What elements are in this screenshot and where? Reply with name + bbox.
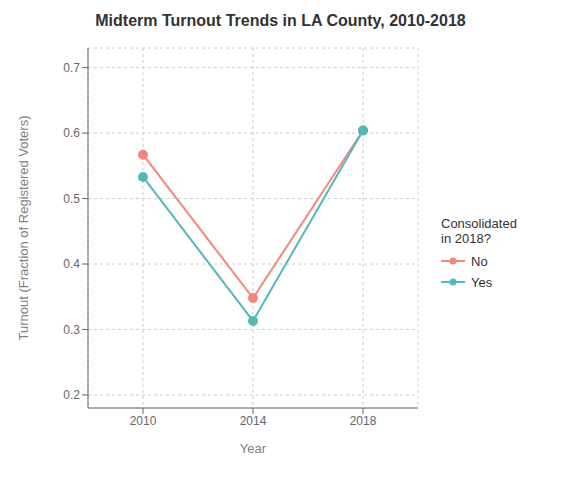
svg-text:Year: Year [240, 441, 267, 456]
html-text:Consolidated in 2018?: Consolidated in 2018? [441, 215, 517, 246]
svg-text:Turnout (Fraction of Registere: Turnout (Fraction of Registered Voters) [16, 116, 31, 341]
svg-text:0.7: 0.7 [63, 61, 80, 75]
html-text:Midterm Turnout Trends in LA C: Midterm Turnout Trends in LA County, 201… [95, 12, 466, 29]
svg-text:2014: 2014 [240, 414, 267, 428]
svg-text:0.3: 0.3 [63, 323, 80, 337]
svg-text:2018: 2018 [350, 414, 377, 428]
svg-text:0.2: 0.2 [63, 388, 80, 402]
svg-text:0.5: 0.5 [63, 192, 80, 206]
svg-text:0.6: 0.6 [63, 126, 80, 140]
svg-text:2010: 2010 [130, 414, 157, 428]
svg-text:0.4: 0.4 [63, 257, 80, 271]
html-text:No: No [471, 253, 488, 269]
html-text:Yes: Yes [471, 274, 493, 290]
